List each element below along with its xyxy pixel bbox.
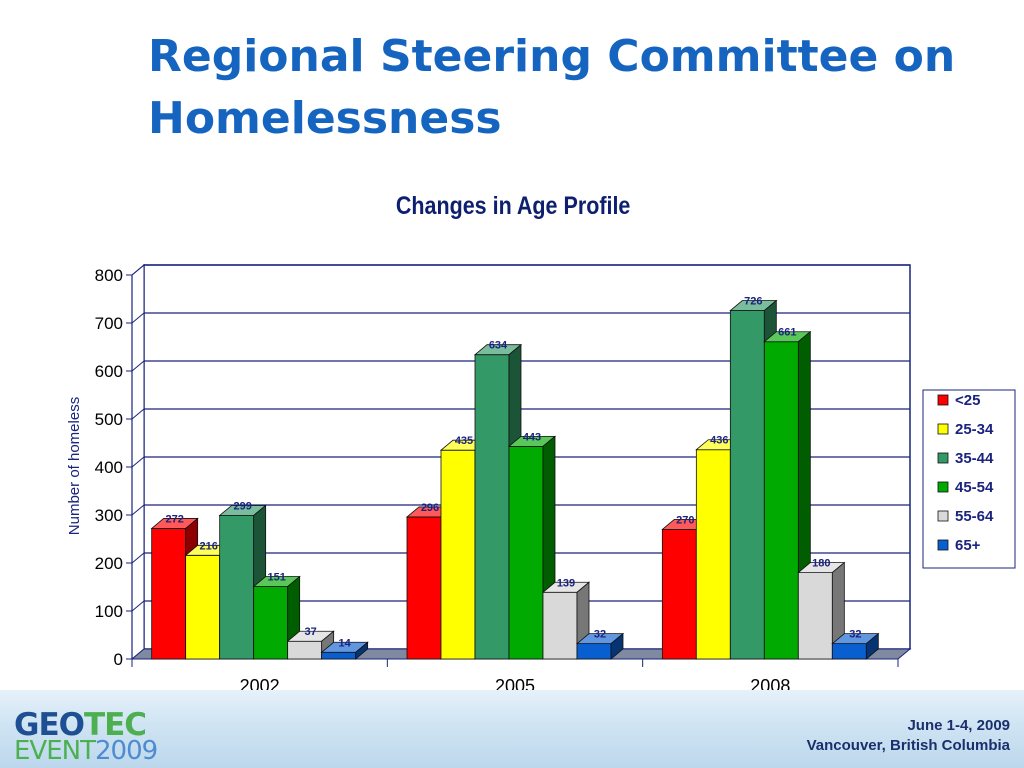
y-tick-label: 700 [95, 314, 123, 333]
y-tick-label: 0 [114, 650, 123, 669]
legend-item: 55-64 [937, 508, 994, 525]
legend-label: <25 [955, 392, 980, 409]
y-gridline-side [131, 408, 145, 420]
bar [541, 581, 591, 660]
bar-value-label: 270 [676, 514, 694, 526]
bar-value-label: 180 [812, 558, 830, 570]
bar [575, 632, 625, 660]
y-gridline-side [131, 312, 145, 324]
bar-value-label: 139 [557, 577, 575, 589]
bar-front [695, 449, 731, 660]
y-gridline-side [131, 600, 145, 612]
y-tick-label: 400 [95, 458, 123, 477]
bar-front [797, 572, 833, 660]
legend-swatch [937, 394, 949, 406]
bar-side [865, 632, 879, 660]
legend-item: 45-54 [937, 479, 994, 496]
legend-item: 35-44 [937, 450, 994, 467]
bar-front [576, 643, 612, 660]
y-axis-title: Number of homeless [66, 397, 83, 535]
bar-side [610, 632, 624, 660]
bar-front [440, 449, 476, 660]
bar-value-label: 634 [489, 340, 508, 352]
bar-value-label: 32 [849, 629, 861, 641]
chart-title: Changes in Age Profile [395, 192, 631, 220]
bar-value-label: 14 [339, 637, 352, 649]
bar-value-label: 151 [267, 572, 285, 584]
logo-year: 2009 [94, 736, 158, 766]
bar-front [474, 354, 510, 660]
geotec-event-logo: GEOTEC EVENT2009 [14, 707, 164, 766]
bar-front [151, 528, 187, 660]
legend-swatch [937, 481, 949, 493]
bar-front [831, 643, 867, 660]
logo-event: EVENT [14, 736, 96, 766]
legend-item: 25-34 [937, 421, 994, 438]
y-tick-label: 200 [95, 554, 123, 573]
bar-value-label: 661 [778, 327, 796, 339]
chart-legend: <25 25-34 35-44 45-54 55-64 65+ [922, 389, 1016, 569]
logo-geo: GEO [14, 707, 85, 743]
legend-label: 45-54 [955, 479, 994, 496]
legend-label: 65+ [955, 537, 981, 554]
y-gridline-side [131, 552, 145, 564]
legend-label: 35-44 [955, 450, 994, 467]
bar-value-label: 443 [523, 431, 541, 443]
bar-value-label: 726 [744, 296, 762, 308]
bar-front [287, 640, 323, 660]
y-tick-label: 600 [95, 362, 123, 381]
legend-box [922, 389, 1016, 569]
bar-value-label: 216 [199, 540, 217, 552]
bar-front [763, 341, 799, 660]
bar-front [406, 516, 442, 660]
bar-front [508, 445, 544, 660]
legend-item: 65+ [937, 537, 981, 554]
y-gridline-side [131, 360, 145, 372]
legend-label: 55-64 [955, 508, 994, 525]
y-gridline-side [131, 456, 145, 468]
bar-front [253, 586, 289, 660]
legend-swatch [937, 539, 949, 551]
bar-value-label: 32 [594, 629, 606, 641]
legend-swatch [937, 423, 949, 435]
bar-value-label: 435 [455, 435, 473, 447]
bar-front [729, 310, 765, 660]
bar-value-label: 272 [165, 513, 183, 525]
bar-front [185, 554, 221, 660]
event-location: Vancouver, British Columbia [806, 737, 1010, 754]
y-tick-label: 100 [95, 602, 123, 621]
bar-front [661, 529, 697, 660]
bar-side [355, 641, 369, 660]
bar [797, 561, 846, 660]
legend-item: <25 [937, 392, 980, 409]
bar-value-label: 296 [421, 502, 439, 514]
bar [831, 632, 880, 660]
legend-swatch [937, 452, 949, 464]
chart-plot-area: 0 100 200 300 400 500 600 700 800 Number of homel… [66, 263, 912, 696]
bar-value-label: 436 [710, 435, 728, 447]
y-gridline-side [131, 264, 145, 276]
y-tick-label: 300 [95, 506, 123, 525]
y-tick-label: 500 [95, 410, 123, 429]
y-gridline-side [131, 504, 145, 516]
slide-title: Regional Steering Committee on Homelessn… [148, 31, 956, 144]
event-info: June 1-4, 2009 Vancouver, British Columb… [807, 716, 1010, 756]
bar-front [321, 651, 357, 660]
y-tick-label: 800 [95, 266, 123, 285]
bar-front [219, 515, 255, 660]
footer-banner [0, 690, 1024, 768]
legend-label: 25-34 [955, 421, 994, 438]
event-dates: June 1-4, 2009 [907, 717, 1010, 734]
bar-front [542, 591, 578, 660]
bar-value-label: 37 [305, 626, 317, 638]
legend-swatch [937, 510, 949, 522]
bar [320, 641, 369, 660]
bar-value-label: 299 [233, 500, 251, 512]
logo-tec: TEC [83, 707, 147, 743]
